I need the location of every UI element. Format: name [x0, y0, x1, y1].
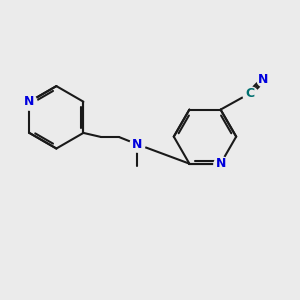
Text: C: C [245, 87, 254, 100]
Text: N: N [24, 95, 34, 108]
Text: N: N [215, 157, 226, 170]
Text: N: N [258, 73, 269, 86]
Text: N: N [131, 138, 142, 151]
